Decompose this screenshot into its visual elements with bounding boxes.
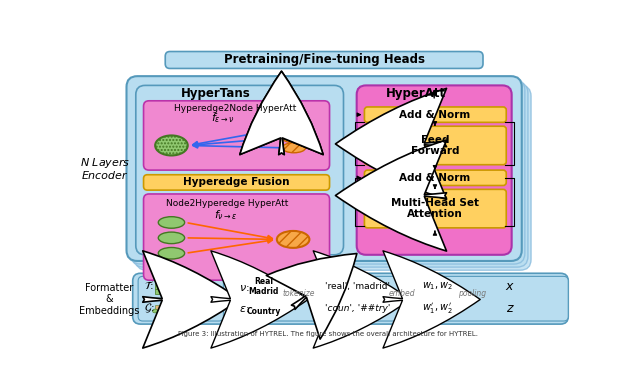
Bar: [155, 290, 162, 294]
Text: 'real', 'madrid': 'real', 'madrid': [325, 282, 390, 291]
Text: $\mathcal{T}$:: $\mathcal{T}$:: [145, 279, 154, 291]
Bar: [171, 284, 178, 289]
FancyBboxPatch shape: [143, 101, 330, 170]
FancyBboxPatch shape: [364, 170, 506, 186]
Text: HyperTans: HyperTans: [180, 87, 250, 101]
Text: $f_{\varepsilon \to \nu}$: $f_{\varepsilon \to \nu}$: [211, 112, 236, 125]
Ellipse shape: [152, 309, 158, 313]
Ellipse shape: [158, 248, 184, 259]
Bar: [155, 284, 162, 289]
Text: Pretraining/Fine-tuning Heads: Pretraining/Fine-tuning Heads: [223, 54, 424, 67]
Text: $w_1, w_2$: $w_1, w_2$: [422, 280, 454, 292]
Bar: [155, 279, 162, 283]
Text: Figure 3: Illustration of HYTREL. The figure shows the overall architecture for : Figure 3: Illustration of HYTREL. The fi…: [178, 331, 478, 337]
Text: Multi-Head Set
Attention: Multi-Head Set Attention: [391, 198, 479, 219]
Bar: [171, 290, 178, 294]
Ellipse shape: [282, 124, 305, 133]
Ellipse shape: [159, 317, 164, 321]
Ellipse shape: [159, 309, 164, 313]
Ellipse shape: [248, 304, 279, 318]
Text: $\varepsilon$:: $\varepsilon$:: [239, 304, 249, 314]
FancyBboxPatch shape: [129, 79, 525, 264]
Ellipse shape: [277, 231, 309, 248]
Text: HyperAtt: HyperAtt: [386, 87, 446, 101]
FancyBboxPatch shape: [132, 273, 568, 324]
FancyBboxPatch shape: [143, 175, 330, 190]
FancyBboxPatch shape: [364, 189, 506, 228]
Bar: [163, 290, 170, 294]
Text: $w_1', w_2'$: $w_1', w_2'$: [422, 301, 454, 316]
Ellipse shape: [158, 232, 184, 244]
Text: Hyperedge2Node HyperAtt: Hyperedge2Node HyperAtt: [174, 104, 296, 113]
Text: $z$: $z$: [506, 302, 515, 315]
FancyBboxPatch shape: [364, 126, 506, 165]
Text: Formatter
&
Embeddings: Formatter & Embeddings: [79, 283, 140, 316]
Text: pooling: pooling: [458, 289, 486, 298]
FancyBboxPatch shape: [231, 276, 568, 321]
Text: $N$ Layers
Encoder: $N$ Layers Encoder: [79, 156, 130, 181]
Bar: [172, 305, 182, 310]
FancyBboxPatch shape: [143, 194, 330, 280]
Ellipse shape: [282, 133, 305, 143]
Text: $\nu$:: $\nu$:: [239, 283, 250, 293]
Bar: [163, 279, 170, 283]
Text: $x$: $x$: [505, 280, 515, 293]
Ellipse shape: [158, 217, 184, 228]
Ellipse shape: [282, 143, 305, 153]
Ellipse shape: [155, 135, 188, 155]
FancyBboxPatch shape: [356, 85, 511, 255]
FancyBboxPatch shape: [136, 85, 344, 255]
Text: Country: Country: [246, 307, 281, 316]
FancyBboxPatch shape: [132, 82, 528, 267]
Text: embed: embed: [388, 289, 415, 298]
Bar: [155, 305, 166, 310]
FancyBboxPatch shape: [138, 276, 223, 321]
FancyBboxPatch shape: [165, 51, 483, 68]
Text: Add & Norm: Add & Norm: [399, 110, 470, 120]
Text: $f_{\nu \to \varepsilon}$: $f_{\nu \to \varepsilon}$: [214, 208, 237, 222]
Text: Add & Norm: Add & Norm: [399, 173, 470, 183]
Ellipse shape: [171, 317, 177, 321]
Text: 'coun', '##try': 'coun', '##try': [324, 304, 390, 313]
Text: tokenize: tokenize: [282, 289, 315, 298]
Text: Hyperedge Fusion: Hyperedge Fusion: [183, 177, 290, 187]
Text: $\mathcal{G}$:: $\mathcal{G}$:: [145, 301, 155, 314]
Ellipse shape: [171, 309, 177, 313]
Ellipse shape: [177, 309, 182, 313]
Bar: [163, 284, 170, 289]
Ellipse shape: [165, 309, 170, 313]
FancyBboxPatch shape: [364, 107, 506, 122]
FancyBboxPatch shape: [136, 85, 531, 270]
Text: Feed
Forward: Feed Forward: [411, 135, 460, 156]
Text: Real
Madrid: Real Madrid: [248, 277, 279, 296]
Ellipse shape: [246, 277, 281, 296]
FancyBboxPatch shape: [127, 76, 522, 261]
Text: Node2Hyperedge HyperAtt: Node2Hyperedge HyperAtt: [166, 199, 289, 208]
Bar: [171, 279, 178, 283]
